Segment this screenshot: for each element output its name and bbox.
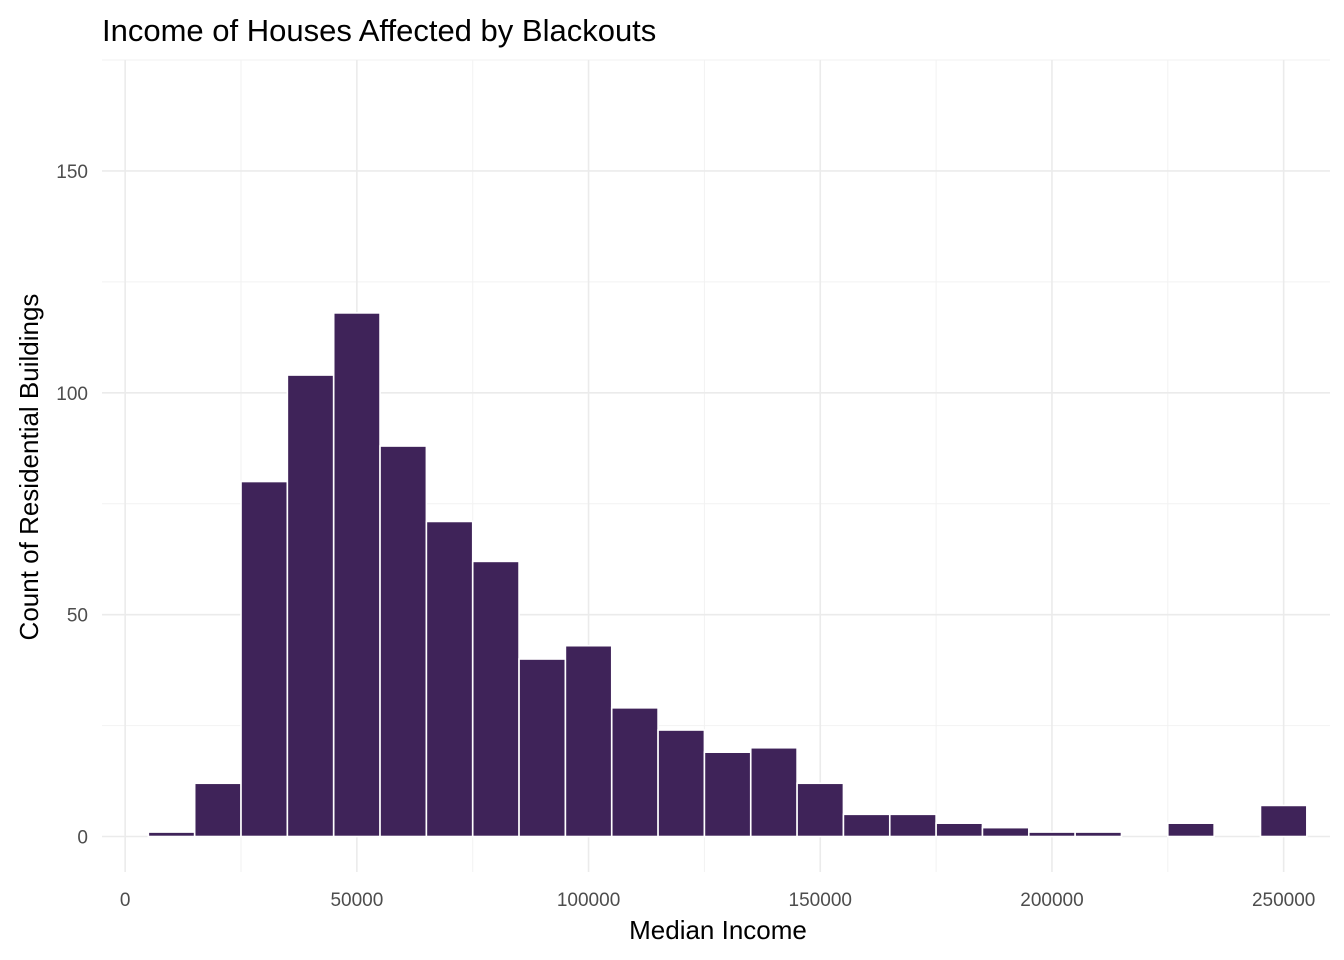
y-tick-label: 100 xyxy=(56,384,88,405)
y-tick-label: 50 xyxy=(67,606,88,627)
histogram-bar xyxy=(888,813,937,838)
histogram-bar xyxy=(1167,822,1215,838)
x-tick-label: 0 xyxy=(120,890,131,911)
x-tick-label: 50000 xyxy=(330,890,383,911)
x-tick-label: 200000 xyxy=(1020,890,1083,911)
y-tick-label: 0 xyxy=(77,828,88,849)
histogram-bar xyxy=(471,560,520,838)
histogram-bar xyxy=(1027,831,1076,838)
histogram-bar xyxy=(564,644,613,838)
histogram-bar xyxy=(240,480,289,838)
histogram-bar xyxy=(610,707,659,838)
histogram-bar xyxy=(1074,831,1123,838)
histogram-bar xyxy=(332,312,381,838)
histogram-bar xyxy=(1259,804,1308,838)
x-tick-label: 100000 xyxy=(557,890,620,911)
histogram-bar xyxy=(657,729,706,838)
major-gridlines xyxy=(102,60,1330,872)
x-tick-label: 150000 xyxy=(789,890,852,911)
histogram-bar xyxy=(749,746,798,838)
histogram-bar xyxy=(842,813,891,838)
chart-title: Income of Houses Affected by Blackouts xyxy=(102,13,656,48)
x-axis-title: Median Income xyxy=(629,915,807,945)
histogram-bar xyxy=(286,374,335,838)
y-axis-title: Count of Residential Buildings xyxy=(14,294,44,641)
histogram-bars xyxy=(147,312,1308,838)
histogram-bar xyxy=(147,831,196,838)
histogram-bar xyxy=(935,822,984,838)
y-tick-label: 150 xyxy=(56,162,88,183)
histogram-bar xyxy=(379,445,428,838)
x-tick-label: 250000 xyxy=(1252,890,1315,911)
histogram-bar xyxy=(518,658,567,838)
y-axis-tick-labels: 0 50 100 150 xyxy=(56,162,88,849)
x-axis-tick-labels: 0 50000 100000 150000 200000 250000 xyxy=(120,890,1315,911)
histogram-bar xyxy=(981,826,1030,838)
histogram-bar xyxy=(796,782,845,838)
histogram-bar xyxy=(193,782,242,838)
histogram-bar xyxy=(425,520,474,838)
histogram-bar xyxy=(703,751,752,838)
